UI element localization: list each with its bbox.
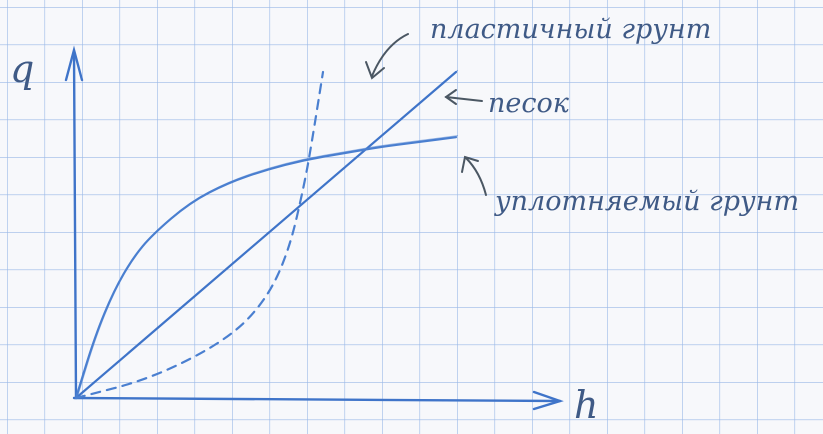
annotation-arrows (365, 33, 487, 196)
series-line-0-pencil (76, 69, 459, 398)
series-line-1-pencil (76, 135, 459, 398)
arrow-compacted-head-icon (461, 155, 479, 173)
x-axis-label: h (574, 383, 598, 427)
y-axis-arrow-icon (64, 45, 84, 82)
label-compacted-soil: уплотняемый грунт (494, 186, 799, 217)
x-axis-arrow-icon (532, 390, 564, 411)
axes (64, 45, 564, 411)
y-axis-line (72, 50, 78, 400)
arrow-sand-icon (445, 96, 483, 102)
arrow-plastic-head-icon (365, 61, 385, 80)
series-line-1 (74, 136, 458, 400)
arrow-plastic-icon (371, 33, 409, 77)
arrow-sand-head-icon (444, 89, 457, 105)
label-plastic-soil: пластичный грунт (430, 14, 711, 45)
label-sand: песок (488, 88, 570, 119)
series-layer (74, 69, 459, 400)
arrow-compacted-icon (465, 157, 487, 196)
y-axis-label: q (10, 47, 34, 91)
x-axis-line (72, 396, 562, 403)
series-line-2 (74, 70, 325, 400)
